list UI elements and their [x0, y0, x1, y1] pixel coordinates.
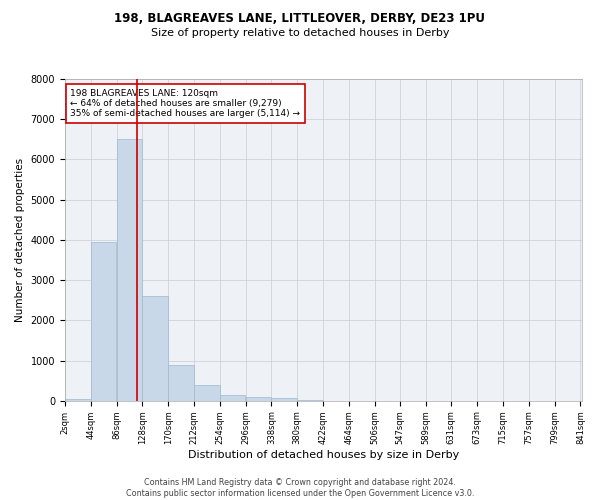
Bar — [271, 398, 297, 400]
Bar — [116, 140, 142, 400]
Bar — [194, 384, 220, 400]
Text: Size of property relative to detached houses in Derby: Size of property relative to detached ho… — [151, 28, 449, 38]
Bar — [168, 364, 194, 400]
Text: 198 BLAGREAVES LANE: 120sqm
← 64% of detached houses are smaller (9,279)
35% of : 198 BLAGREAVES LANE: 120sqm ← 64% of det… — [70, 88, 300, 118]
Bar — [220, 394, 245, 400]
Bar — [142, 296, 168, 401]
Text: 198, BLAGREAVES LANE, LITTLEOVER, DERBY, DE23 1PU: 198, BLAGREAVES LANE, LITTLEOVER, DERBY,… — [115, 12, 485, 26]
Text: Contains HM Land Registry data © Crown copyright and database right 2024.
Contai: Contains HM Land Registry data © Crown c… — [126, 478, 474, 498]
Bar — [91, 242, 116, 400]
Y-axis label: Number of detached properties: Number of detached properties — [15, 158, 25, 322]
Bar — [65, 398, 91, 400]
X-axis label: Distribution of detached houses by size in Derby: Distribution of detached houses by size … — [188, 450, 459, 460]
Bar — [245, 396, 271, 400]
